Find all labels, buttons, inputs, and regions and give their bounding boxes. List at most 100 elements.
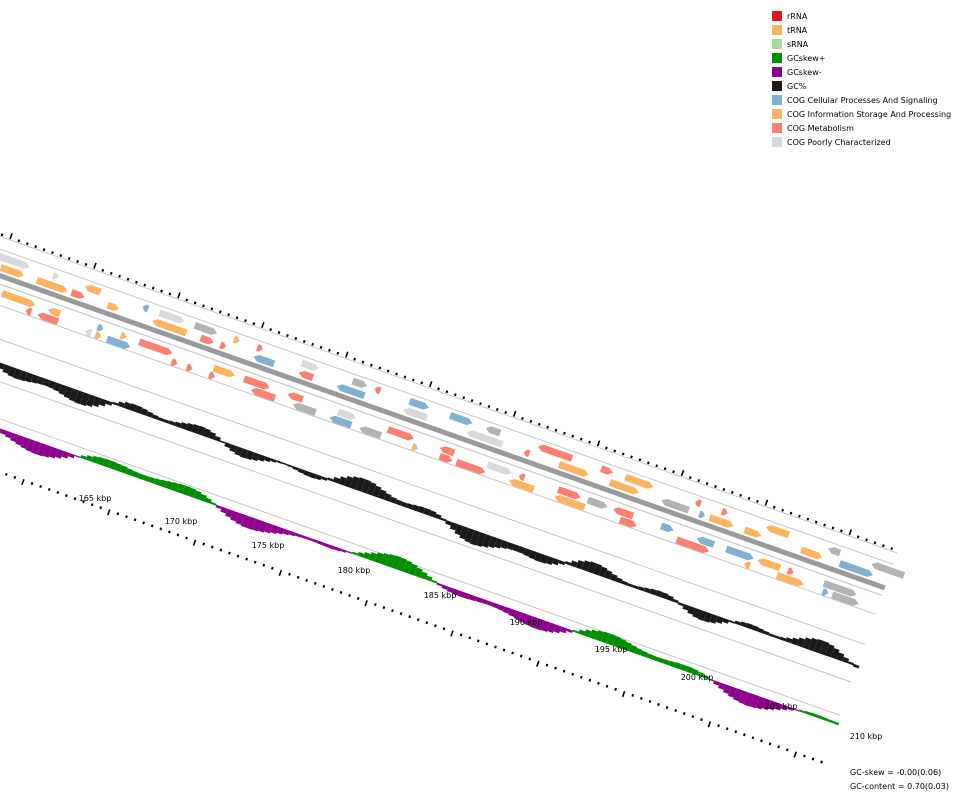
gc-bar <box>270 458 277 463</box>
kbp-label: 180 kbp <box>338 566 371 575</box>
minor-tick <box>160 289 163 293</box>
gc-bar <box>692 607 701 619</box>
gc-skew-bar <box>755 696 766 710</box>
gc-bar <box>372 485 382 498</box>
gc-bar <box>0 362 6 370</box>
minor-tick <box>682 712 686 716</box>
minor-tick <box>631 693 635 697</box>
minor-tick <box>621 452 625 456</box>
cds-arrow <box>70 289 85 299</box>
gc-bar <box>745 622 753 630</box>
gc-skew-bar <box>153 478 162 486</box>
minor-tick <box>571 672 575 676</box>
minor-tick <box>176 533 180 537</box>
minor-tick <box>655 464 659 468</box>
gc-bar <box>785 637 793 644</box>
minor-tick <box>785 748 789 752</box>
gc-skew-bar <box>559 626 568 634</box>
cds-arrow <box>695 499 702 508</box>
gc-bar <box>276 460 283 464</box>
cds-arrow <box>106 301 120 311</box>
cds-arrow <box>698 510 705 519</box>
gc-bar <box>344 475 354 488</box>
minor-tick <box>856 535 860 539</box>
track-guide-lines <box>0 236 898 716</box>
cds-arrow <box>48 307 62 318</box>
gc-bar <box>841 656 850 664</box>
minor-tick <box>118 274 121 278</box>
minor-tick <box>109 271 113 275</box>
minor-tick <box>806 517 810 521</box>
minor-tick <box>382 606 386 610</box>
gc-skew-bar <box>391 555 402 570</box>
major-tick <box>21 478 25 486</box>
guide-line <box>0 283 883 596</box>
minor-tick <box>39 484 43 489</box>
major-tick <box>345 351 349 358</box>
gc-skew-bar <box>55 448 64 459</box>
gc-skew-bar <box>646 653 654 660</box>
minor-tick <box>630 455 633 459</box>
minor-tick <box>725 727 729 731</box>
legend-label: COG Information Storage And Processing <box>787 109 952 119</box>
gc-skew-bar <box>48 446 58 459</box>
minor-tick <box>51 251 54 255</box>
gc-skew-bar <box>832 721 840 726</box>
minor-tick <box>34 245 38 249</box>
gc-bar <box>257 454 266 462</box>
minor-tick <box>391 609 394 613</box>
gc-bar <box>191 423 200 434</box>
cds-arrow <box>105 335 131 349</box>
major-tick <box>680 469 685 477</box>
major-tick <box>177 292 181 299</box>
gc-skew-bar <box>492 602 500 609</box>
minor-tick <box>697 479 701 483</box>
minor-tick <box>672 470 675 474</box>
cds-arrow <box>138 338 173 356</box>
minor-tick <box>881 544 885 548</box>
minor-tick <box>328 348 331 352</box>
major-tick <box>621 690 626 698</box>
minor-tick <box>142 521 145 525</box>
cds-arrow <box>675 536 710 553</box>
cds-arrow <box>336 384 366 400</box>
cds-arrow <box>599 465 614 475</box>
gc-bar <box>494 538 503 549</box>
cds-arrow <box>554 495 586 511</box>
cds-arrow <box>0 290 36 307</box>
minor-tick <box>605 446 608 450</box>
gc-skew-bar <box>708 678 715 682</box>
gc-skew-bar <box>187 487 197 498</box>
gc-swatch-icon <box>772 81 782 91</box>
major-tick <box>9 233 13 240</box>
gc-bar <box>523 548 532 557</box>
minor-tick <box>495 408 499 412</box>
cds-arrow <box>253 355 276 368</box>
minor-tick <box>453 393 457 397</box>
minor-tick <box>313 581 317 585</box>
cds-arrow <box>696 536 716 548</box>
cds-arrow <box>828 547 842 557</box>
gc-bar <box>512 544 520 552</box>
gc-skew-bar <box>25 438 36 453</box>
minor-tick <box>286 333 289 338</box>
gc-bar <box>117 401 125 408</box>
guide-line <box>0 236 898 554</box>
minor-tick <box>305 578 309 582</box>
minor-tick <box>579 675 583 679</box>
gc-bar <box>53 382 62 392</box>
minor-tick <box>13 475 17 479</box>
gc-skew-bar <box>727 686 737 698</box>
gc-bar <box>768 633 775 638</box>
minor-tick <box>253 560 257 564</box>
cds-arrow <box>523 449 531 458</box>
cds-arrow <box>298 370 315 381</box>
minor-tick <box>353 357 356 361</box>
cds-arrow <box>800 546 823 559</box>
gc-bar <box>649 588 657 596</box>
gc-bar <box>105 400 113 406</box>
gc-skew-bar <box>36 442 47 457</box>
cds-arrow <box>351 377 368 388</box>
minor-tick <box>245 557 248 561</box>
